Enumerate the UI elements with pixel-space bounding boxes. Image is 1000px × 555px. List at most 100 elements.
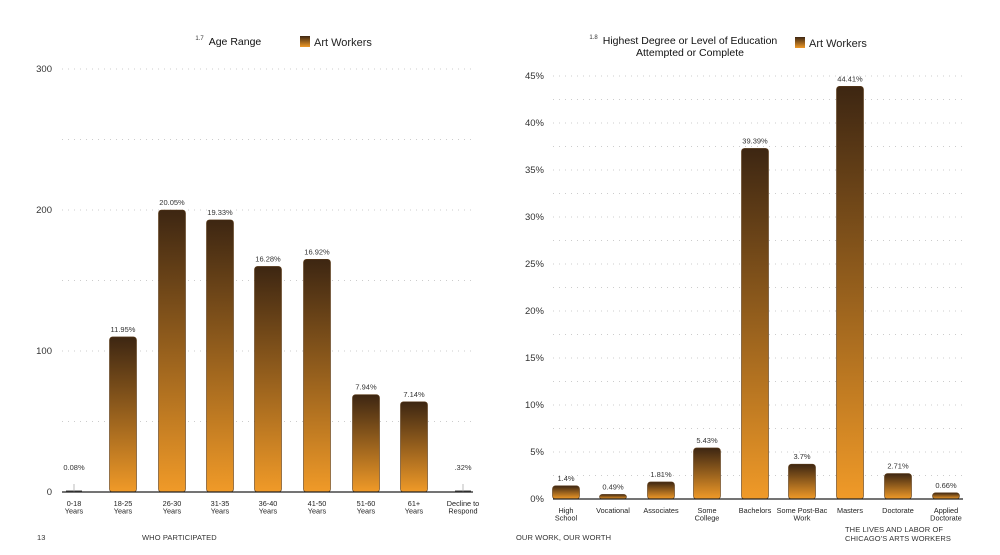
bar: [109, 336, 137, 493]
data-label: .32%: [454, 463, 471, 472]
category-label: Associates: [643, 506, 679, 515]
category-label: 26-30 Years: [163, 499, 182, 516]
publication-title: THE LIVES AND LABOR OF CHICAGO'S ARTS WO…: [845, 525, 951, 543]
category-label-line: Years: [259, 507, 278, 516]
category-label-line: Years: [308, 507, 327, 516]
category-label-line: 18-25: [114, 499, 133, 508]
category-label: 18-25 Years: [114, 499, 133, 516]
category-label: Some Post-Bac Work: [777, 506, 828, 523]
category-label-line: 51-60: [357, 499, 376, 508]
data-label: 20.05%: [159, 198, 185, 207]
y-tick-label: 30%: [525, 212, 545, 223]
bar: [932, 492, 960, 500]
bar: [884, 473, 912, 500]
category-label-line: High: [558, 506, 573, 515]
category-label: Vocational: [596, 506, 630, 515]
category-label-line: Masters: [837, 506, 863, 515]
bar: [206, 219, 234, 493]
data-label: 0.08%: [63, 463, 85, 472]
category-label-line: Some: [697, 506, 716, 515]
y-tick-label: 5%: [530, 447, 544, 458]
y-tick-label: 25%: [525, 259, 545, 270]
bar: [158, 209, 186, 493]
category-label-line: Bachelors: [739, 506, 772, 515]
category-label-line: School: [555, 514, 578, 523]
category-label-line: Vocational: [596, 506, 630, 515]
data-label: 7.94%: [355, 383, 377, 392]
y-tick-label: 40%: [525, 118, 545, 129]
y-tick-label: 35%: [525, 165, 545, 176]
data-label: 1.4%: [557, 474, 574, 483]
chart-title: Age Range: [209, 36, 262, 48]
category-label-line: Respond: [448, 507, 477, 516]
category-label-line: Years: [405, 507, 424, 516]
legend-swatch: [795, 37, 805, 48]
category-label-line: 31-35: [211, 499, 230, 508]
category-label: High School: [555, 506, 578, 523]
data-label: 7.14%: [403, 390, 425, 399]
category-label: Applied Doctorate: [930, 506, 962, 523]
publication-title-line1: THE LIVES AND LABOR OF: [845, 525, 944, 534]
category-label-line: Doctorate: [930, 514, 962, 523]
category-label-line: 41-50: [308, 499, 327, 508]
category-label: Masters: [837, 506, 863, 515]
section-title-right: OUR WORK, OUR WORTH: [516, 533, 612, 542]
category-label-line: Years: [163, 507, 182, 516]
chart-title-line: Attempted or Complete: [636, 47, 744, 59]
y-tick-label: 45%: [525, 71, 545, 82]
bar: [352, 394, 380, 493]
chart-title-line: Highest Degree or Level of Education: [603, 35, 778, 47]
category-label-line: Years: [211, 507, 230, 516]
category-label-line: 0-18: [67, 499, 82, 508]
bar: [741, 148, 769, 500]
category-label-line: Decline to: [447, 499, 479, 508]
data-label: 2.71%: [887, 462, 909, 471]
data-label: 16.92%: [304, 247, 330, 256]
category-label: Some College: [695, 506, 720, 523]
y-tick-label: 0%: [530, 494, 544, 505]
category-label: Decline to Respond: [447, 499, 479, 516]
category-label-line: Years: [357, 507, 376, 516]
category-label: Doctorate: [882, 506, 914, 515]
category-label: Bachelors: [739, 506, 772, 515]
category-label-line: 61+: [408, 499, 420, 508]
y-tick-label: 10%: [525, 400, 545, 411]
data-label: 0.66%: [935, 481, 957, 490]
category-label: 41-50 Years: [308, 499, 327, 516]
data-label: 39.39%: [742, 136, 768, 145]
page-number: 13: [37, 533, 46, 542]
bar: [599, 494, 627, 500]
bar: [254, 266, 282, 493]
bar: [400, 401, 428, 493]
data-label: 0.49%: [602, 482, 624, 491]
data-label: 5.43%: [696, 436, 718, 445]
category-label-line: Years: [114, 507, 133, 516]
category-label-line: Work: [794, 514, 811, 523]
chart-number: 1.8: [589, 35, 598, 41]
category-label: 0-18 Years: [65, 499, 84, 516]
bar: [693, 447, 721, 500]
data-label: 3.7%: [793, 452, 810, 461]
legend-label: Art Workers: [314, 37, 372, 49]
category-label-line: Associates: [643, 506, 679, 515]
bar: [788, 463, 816, 500]
publication-title-line2: CHICAGO'S ARTS WORKERS: [845, 534, 952, 543]
y-tick-label: 300: [36, 64, 52, 75]
category-label-line: College: [695, 514, 720, 523]
y-tick-label: 200: [36, 205, 52, 216]
y-tick-label: 20%: [525, 306, 545, 317]
category-label-line: Some Post-Bac: [777, 506, 828, 515]
category-label: 51-60 Years: [357, 499, 376, 516]
data-label: 44.41%: [837, 74, 863, 83]
category-label: 61+ Years: [405, 499, 424, 516]
category-label-line: Years: [65, 507, 84, 516]
bar: [303, 259, 331, 493]
data-label: 1.81%: [650, 470, 672, 479]
y-tick-label: 15%: [525, 353, 545, 364]
category-label: 31-35 Years: [211, 499, 230, 516]
category-label: 36-40 Years: [259, 499, 278, 516]
data-label: 19.33%: [207, 208, 233, 217]
legend-swatch: [300, 36, 310, 47]
legend-label: Art Workers: [809, 38, 867, 50]
